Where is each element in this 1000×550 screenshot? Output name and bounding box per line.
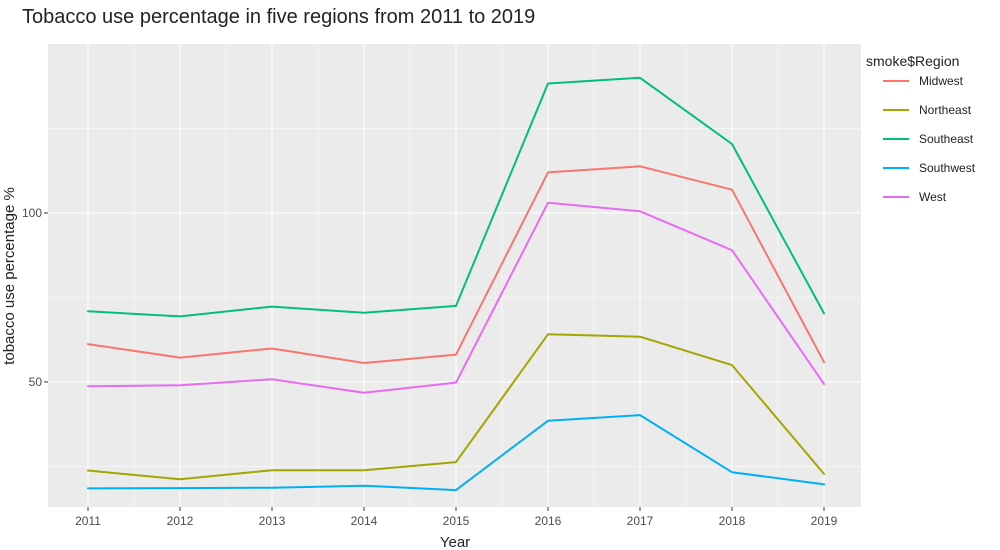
- legend-title: smoke$Region: [866, 53, 959, 69]
- legend-label: Northeast: [919, 103, 972, 117]
- y-tick-label: 50: [29, 375, 43, 389]
- plot-panel: [48, 44, 861, 507]
- major-gridlines: [48, 44, 861, 507]
- x-tick-label: 2015: [443, 514, 470, 528]
- x-tick-label: 2013: [259, 514, 286, 528]
- x-tick-label: 2018: [719, 514, 746, 528]
- x-tick-label: 2019: [811, 514, 838, 528]
- x-tick-label: 2012: [167, 514, 194, 528]
- series-line-southeast: [87, 76, 825, 318]
- x-axis-title: Year: [440, 534, 470, 550]
- chart-title: Tobacco use percentage in five regions f…: [22, 6, 535, 28]
- x-axis: 2011 2012 2013 2014 2015 2016 2017 2018 2019: [75, 507, 838, 528]
- legend: smoke$Region Midwest Northeast Southeast So…: [866, 53, 976, 204]
- y-axis-title: tobacco use percentage %: [1, 187, 18, 365]
- legend-label: West: [919, 190, 947, 204]
- series-line-west: [87, 201, 825, 394]
- series-line-northeast: [87, 333, 825, 481]
- x-tick-label: 2014: [351, 514, 378, 528]
- x-tick-label: 2017: [627, 514, 654, 528]
- series-line-midwest: [87, 165, 825, 364]
- minor-gridlines: [48, 44, 861, 507]
- legend-label: Southeast: [919, 132, 974, 146]
- legend-label: Midwest: [919, 74, 964, 88]
- y-axis: 50 100: [22, 206, 48, 389]
- x-tick-label: 2011: [75, 514, 101, 528]
- series-line-southwest: [87, 414, 825, 492]
- series-lines: [87, 76, 825, 492]
- y-tick-label: 100: [22, 206, 42, 220]
- x-tick-label: 2016: [535, 514, 562, 528]
- legend-label: Southwest: [919, 161, 976, 175]
